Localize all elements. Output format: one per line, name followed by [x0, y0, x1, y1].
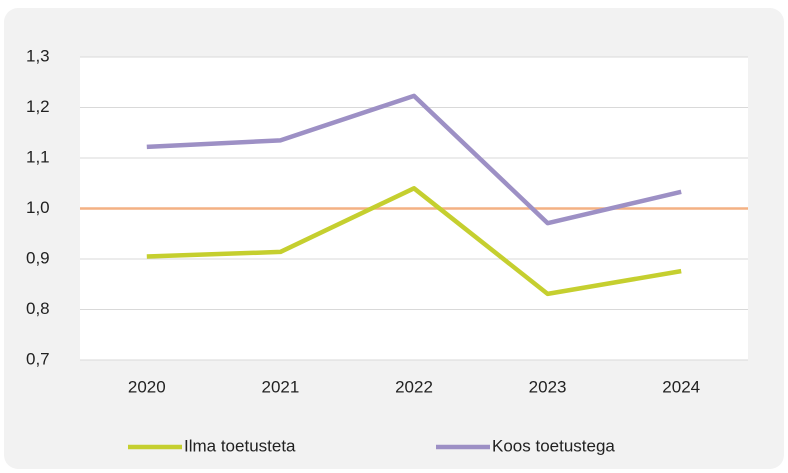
legend-label: Ilma toetusteta — [184, 436, 296, 455]
x-tick-label: 2021 — [261, 377, 299, 396]
y-tick-label: 0,7 — [26, 349, 50, 368]
y-tick-label: 1,3 — [26, 46, 50, 65]
y-tick-label: 1,2 — [26, 97, 50, 116]
y-tick-label: 1,0 — [26, 198, 50, 217]
y-tick-label: 1,1 — [26, 147, 50, 166]
x-tick-label: 2024 — [662, 377, 700, 396]
x-tick-label: 2022 — [395, 377, 433, 396]
y-tick-label: 0,8 — [26, 299, 50, 318]
series-line — [146, 93, 682, 226]
series-line — [146, 186, 682, 297]
x-tick-label: 2020 — [128, 377, 166, 396]
x-tick-label: 2023 — [529, 377, 567, 396]
y-tick-label: 0,9 — [26, 248, 50, 267]
legend-label: Koos toetustega — [492, 436, 615, 455]
